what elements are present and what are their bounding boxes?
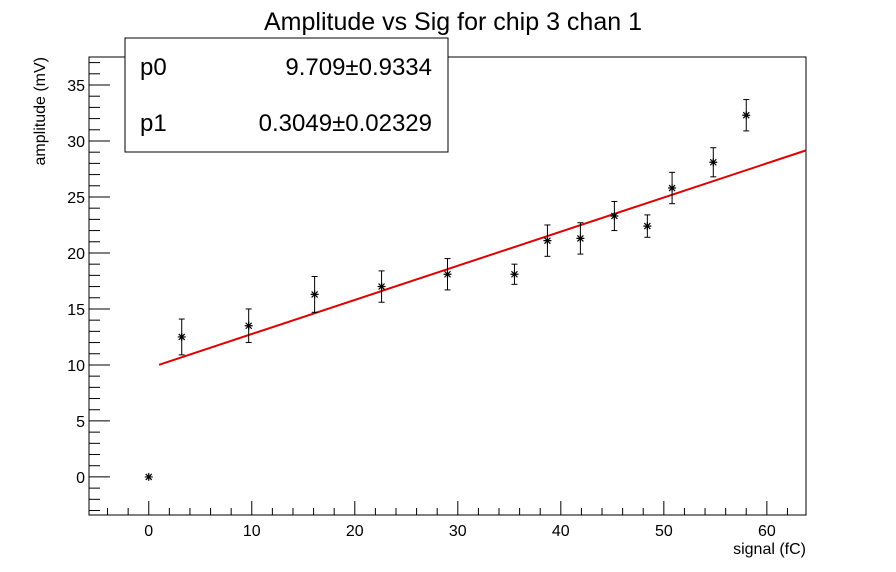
star-marker — [310, 290, 319, 299]
data-point — [709, 147, 718, 178]
star-marker — [144, 472, 153, 481]
star-marker — [510, 270, 519, 279]
data-point — [643, 214, 652, 238]
x-tick-label: 0 — [144, 523, 153, 540]
y-tick-label: 5 — [76, 414, 85, 431]
stat-p1-value: 0.3049±0.02329 — [259, 110, 432, 137]
star-marker — [443, 270, 452, 279]
x-axis-ticks: 0 10 20 30 40 50 60 — [107, 501, 788, 540]
y-tick-label: 10 — [67, 358, 85, 375]
data-point — [510, 263, 519, 285]
y-axis-ticks: 0 5 10 15 20 25 30 35 — [67, 62, 110, 512]
star-marker — [643, 222, 652, 231]
star-marker — [576, 234, 585, 243]
y-tick-label: 0 — [76, 470, 85, 487]
x-tick-label: 30 — [449, 523, 467, 540]
star-marker — [177, 332, 186, 341]
data-points — [144, 99, 751, 481]
star-marker — [543, 236, 552, 245]
data-point — [310, 275, 319, 313]
y-tick-label: 25 — [67, 190, 85, 207]
x-axis-label: signal (fC) — [733, 541, 806, 558]
y-tick-label: 15 — [67, 302, 85, 319]
data-point — [576, 222, 585, 255]
data-point — [443, 258, 452, 291]
stat-p1-name: p1 — [140, 110, 167, 137]
chart-title: Amplitude vs Sig for chip 3 chan 1 — [264, 8, 642, 36]
data-point — [244, 308, 253, 344]
x-tick-label: 20 — [346, 523, 364, 540]
data-point — [543, 224, 552, 257]
y-tick-label: 35 — [67, 78, 85, 95]
data-point — [177, 318, 186, 356]
star-marker — [377, 282, 386, 291]
stat-p0-value: 9.709±0.9334 — [285, 54, 432, 81]
star-marker — [244, 321, 253, 330]
stat-p0-name: p0 — [140, 54, 167, 81]
y-tick-label: 30 — [67, 134, 85, 151]
data-point — [144, 472, 153, 481]
x-tick-label: 50 — [655, 523, 673, 540]
star-marker — [742, 111, 751, 120]
data-point — [610, 200, 619, 232]
x-tick-label: 10 — [243, 523, 261, 540]
data-point — [377, 270, 386, 303]
data-point — [668, 171, 677, 205]
fit-line — [158, 149, 807, 366]
stats-box-frame — [124, 37, 449, 153]
y-axis-label: amplitude (mV) — [32, 57, 49, 165]
star-marker — [709, 158, 718, 167]
star-marker — [610, 212, 619, 221]
x-tick-label: 60 — [758, 523, 776, 540]
y-tick-label: 20 — [67, 246, 85, 263]
star-marker — [668, 184, 677, 193]
fit-stats-box: p0 9.709±0.9334 p1 0.3049±0.02329 — [124, 37, 449, 153]
x-tick-label: 40 — [552, 523, 570, 540]
data-point — [742, 99, 751, 132]
